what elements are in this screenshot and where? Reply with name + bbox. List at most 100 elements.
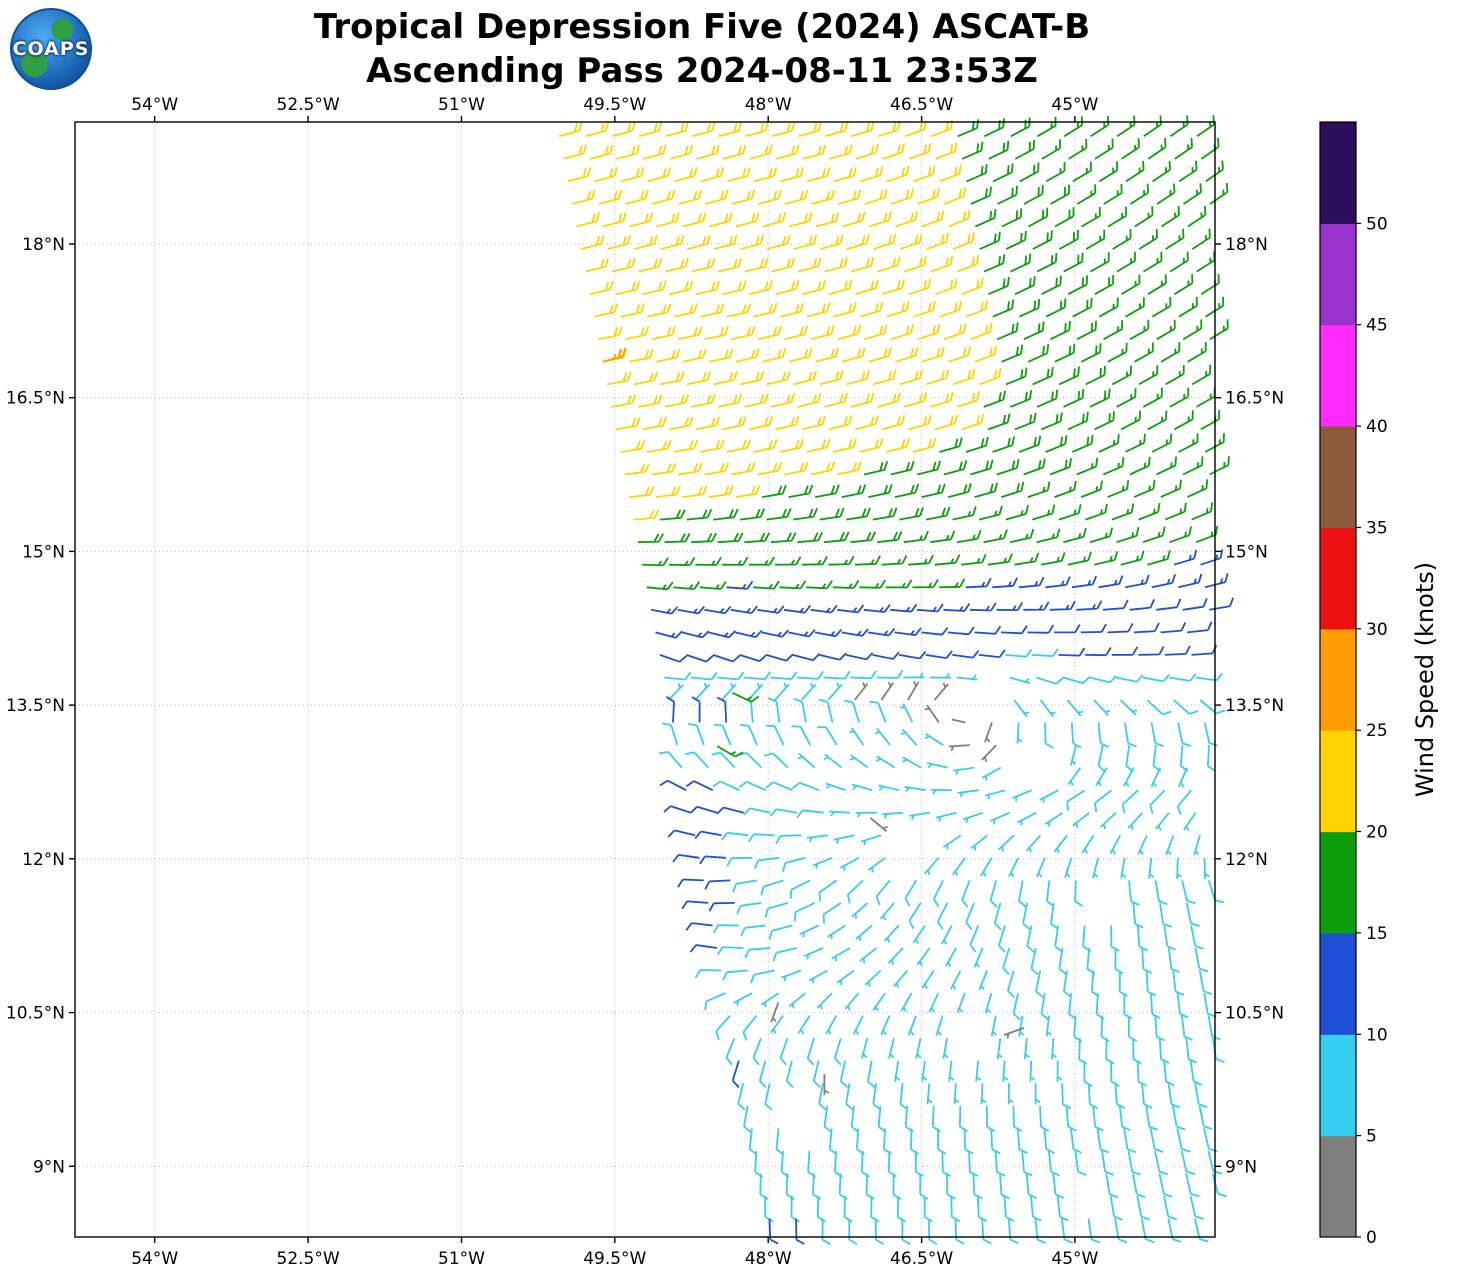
wind-barb <box>769 808 798 817</box>
wind-barb <box>696 144 720 160</box>
wind-barb <box>953 766 975 775</box>
wind-barb <box>1085 365 1106 386</box>
wind-barb <box>1176 857 1182 879</box>
wind-barb <box>1156 598 1182 611</box>
wind-barb <box>1027 624 1055 634</box>
wind-barb <box>791 781 820 792</box>
wind-barb <box>978 649 1006 658</box>
wind-barb <box>1173 410 1194 431</box>
wind-barb <box>983 118 1005 138</box>
wind-barb <box>673 167 698 183</box>
wind-barb <box>731 189 756 205</box>
wind-barb <box>917 187 940 205</box>
wind-barb <box>1107 342 1128 363</box>
wind-barb <box>898 651 927 660</box>
wind-barb <box>900 992 913 1013</box>
wind-barb <box>1152 160 1171 183</box>
wind-barb <box>868 211 892 228</box>
wind-barb <box>1132 902 1144 929</box>
wind-barb <box>877 531 903 544</box>
wind-barb <box>1141 1083 1153 1109</box>
wind-barb <box>589 144 614 160</box>
wind-barb <box>1032 504 1056 521</box>
wind-barb <box>935 811 957 822</box>
wind-barb <box>1158 1173 1173 1198</box>
wind-barb <box>1120 550 1145 566</box>
wind-barb <box>965 577 992 589</box>
wind-barb <box>1127 1015 1138 1042</box>
wind-barb <box>1164 645 1191 656</box>
wind-barb <box>961 277 984 296</box>
wind-barb <box>764 1083 773 1111</box>
wind-barb <box>695 280 720 296</box>
wind-barb <box>1169 526 1192 544</box>
wind-barb <box>1090 115 1110 138</box>
wind-barb <box>810 325 835 341</box>
wind-barb <box>1138 502 1161 521</box>
wind-barb <box>743 671 771 681</box>
wind-barb <box>1095 767 1108 787</box>
wind-barb <box>987 413 1011 431</box>
wind-barb <box>1174 274 1194 295</box>
colorbar-segment <box>1320 324 1356 427</box>
wind-barb <box>848 1218 858 1245</box>
wind-barb <box>694 830 722 839</box>
wind-barb <box>712 924 740 934</box>
wind-barb <box>691 696 701 723</box>
wind-barb <box>855 415 879 431</box>
wind-barb <box>1014 412 1037 431</box>
wind-barb <box>1001 208 1023 228</box>
wind-barb <box>1044 811 1064 827</box>
wind-barb <box>1018 576 1045 589</box>
x-tick-label-bottom: 49.5°W <box>583 1249 646 1264</box>
wind-barb <box>1150 767 1162 788</box>
wind-barb <box>1070 1128 1083 1154</box>
wind-barb <box>1002 1060 1009 1082</box>
wind-barb <box>923 1195 933 1223</box>
wind-barb <box>1142 526 1166 544</box>
wind-barb <box>752 1037 762 1066</box>
wind-barb <box>844 699 860 723</box>
wind-barb <box>1191 644 1218 656</box>
wind-barb <box>874 728 891 746</box>
wind-barb <box>748 1128 758 1156</box>
wind-barb <box>1187 342 1207 363</box>
wind-barb <box>1182 319 1203 341</box>
wind-barb <box>1107 480 1130 498</box>
wind-barb <box>788 992 806 1009</box>
wind-barb <box>1207 880 1224 904</box>
wind-barb <box>881 555 908 566</box>
wind-barb <box>752 580 780 590</box>
wind-barb <box>797 1015 811 1035</box>
wind-barb <box>1189 1195 1205 1220</box>
colorbar-segment <box>1320 426 1356 528</box>
wind-barb <box>928 1218 938 1245</box>
wind-barb <box>978 505 1003 521</box>
wind-barb <box>1180 1150 1196 1175</box>
wind-barb <box>727 167 751 183</box>
wind-barb <box>839 1060 849 1088</box>
wind-barb <box>1027 344 1050 363</box>
wind-barb <box>945 947 957 968</box>
wind-barb <box>939 437 963 453</box>
wind-barb <box>952 857 966 877</box>
wind-barb <box>1207 1015 1221 1041</box>
wind-barb <box>1069 744 1078 766</box>
wind-barb <box>832 438 857 453</box>
wind-barb <box>1163 1195 1178 1221</box>
wind-barb <box>1058 647 1086 657</box>
wind-barb <box>1062 676 1091 684</box>
wind-barb <box>742 1015 758 1041</box>
wind-barb <box>872 507 898 521</box>
wind-barb <box>990 1128 1001 1155</box>
wind-barb <box>690 671 718 681</box>
wind-barb <box>1068 138 1088 160</box>
wind-barb <box>1089 388 1111 408</box>
wind-barb <box>867 857 886 873</box>
wind-barb <box>1013 699 1030 718</box>
wind-barb <box>759 1173 769 1200</box>
wind-barb <box>974 209 997 228</box>
y-tick-label-right: 18°N <box>1225 235 1268 255</box>
wind-barb <box>646 581 674 591</box>
wind-barb <box>753 856 780 870</box>
